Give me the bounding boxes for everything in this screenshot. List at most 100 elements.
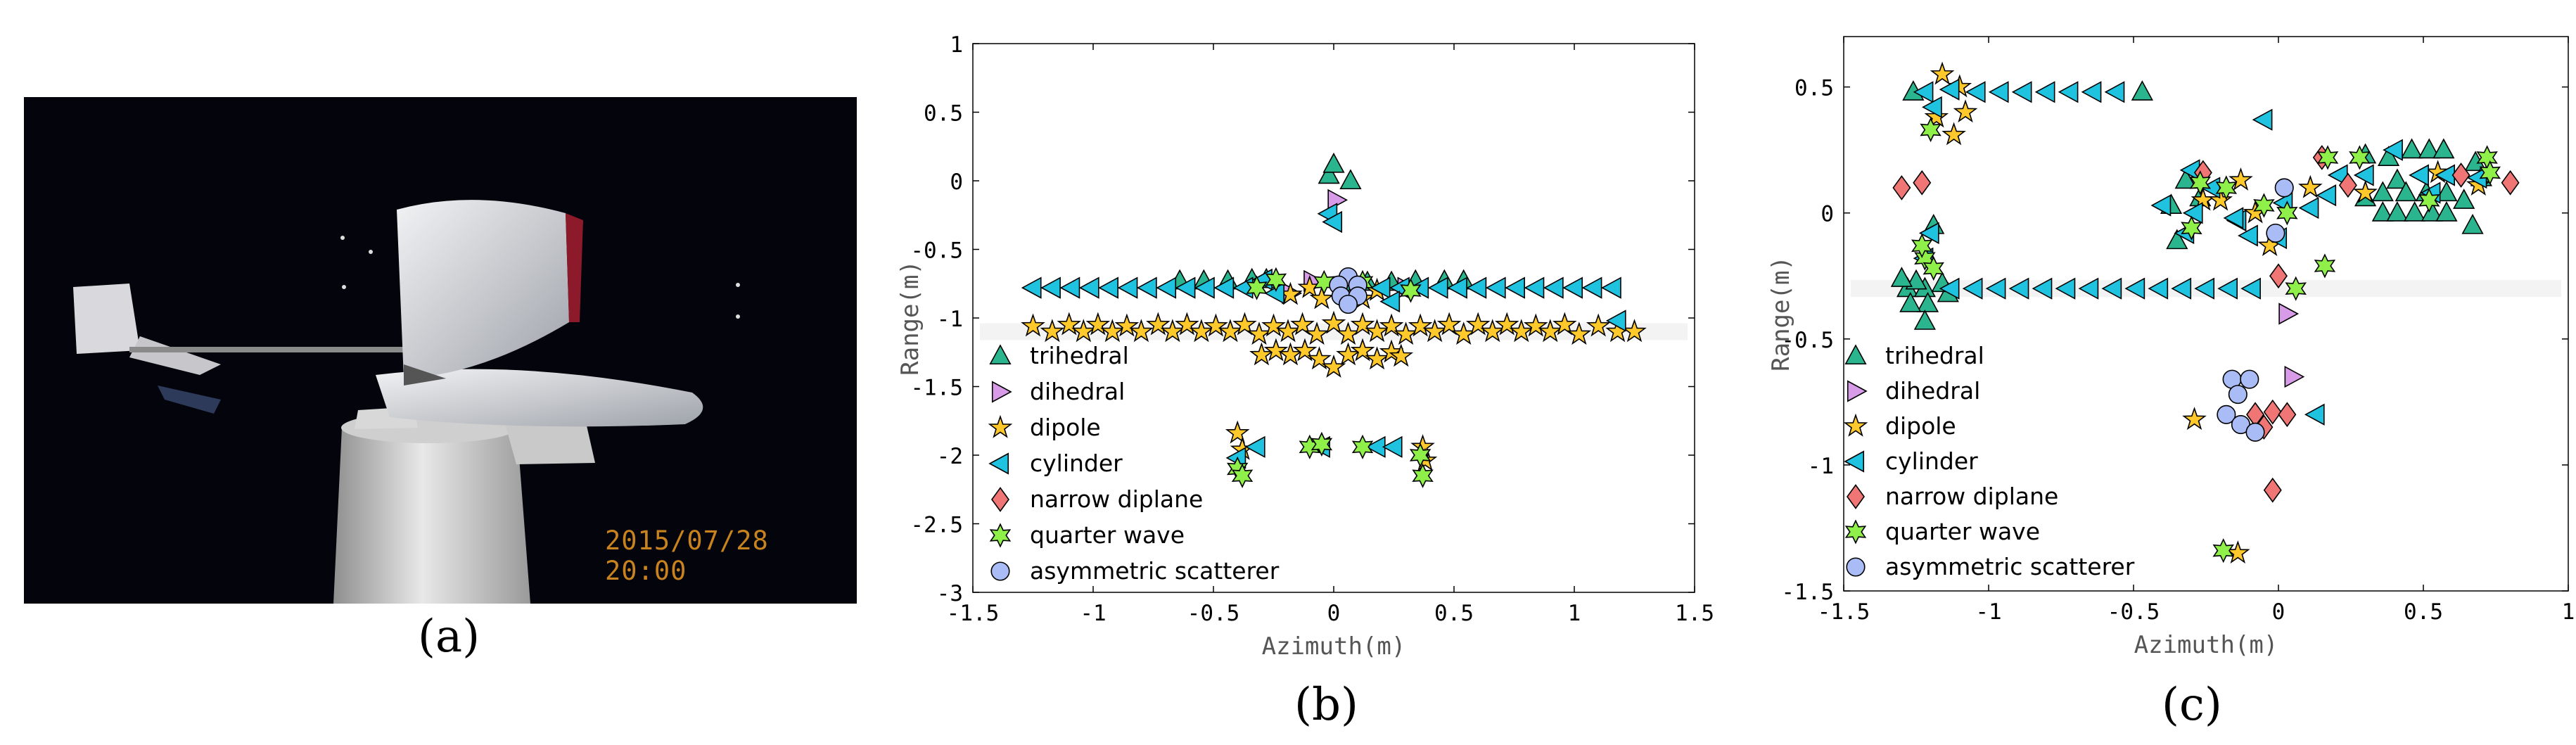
data-point-asymmetric-scatterer	[2240, 369, 2259, 389]
y-tick-label: 0.5	[924, 101, 963, 127]
data-point-cylinder	[1244, 435, 1265, 458]
data-point-trihedral	[2453, 189, 2475, 209]
data-point-cylinder	[2078, 277, 2099, 300]
y-axis-label: Range(m)	[1767, 256, 1795, 371]
data-point-trihedral	[2418, 138, 2440, 159]
data-point-dipole	[2353, 179, 2378, 203]
data-point-cylinder	[2081, 81, 2102, 103]
data-point-cylinder	[2238, 224, 2258, 247]
legend-label-trihedral: trihedral	[1030, 342, 1129, 369]
data-point-dipole	[1465, 312, 1491, 336]
data-point-dipole	[1232, 312, 1257, 336]
data-point-asymmetric-scatterer	[2245, 422, 2265, 442]
data-point-dipole	[1350, 338, 1375, 362]
legend-marker-dihedral	[991, 381, 1012, 403]
data-point-dipole	[1365, 319, 1389, 343]
data-point-cylinder	[2008, 277, 2029, 300]
data-point-cylinder	[1322, 210, 1343, 234]
data-point-trihedral	[1890, 267, 1913, 287]
data-point-cylinder	[2223, 207, 2244, 229]
data-point-cylinder	[1922, 96, 1942, 118]
data-point-narrow-diplane	[2263, 477, 2282, 503]
data-point-dihedral	[2278, 303, 2300, 325]
x-tick-label: 1.5	[1675, 601, 1714, 626]
y-tick-label: -3	[937, 581, 963, 606]
data-point-quarter-wave	[2215, 175, 2238, 200]
legend-label-dihedral: dihedral	[1030, 378, 1125, 405]
x-tick-label: -1	[1080, 601, 1106, 626]
data-point-cylinder	[1605, 310, 1626, 332]
data-point-trihedral	[2386, 201, 2409, 222]
data-point-quarter-wave	[1911, 233, 1933, 258]
legend-label-trihedral: trihedral	[1885, 342, 1984, 369]
data-point-dipole	[1622, 319, 1647, 343]
data-point-cylinder	[1379, 291, 1401, 313]
legend-marker-quarter-wave	[1844, 519, 1867, 545]
data-point-trihedral	[2404, 201, 2426, 222]
data-point-asymmetric-scatterer	[2274, 178, 2294, 198]
fuselage	[376, 369, 703, 427]
data-point-cylinder	[2124, 277, 2145, 300]
data-point-narrow-diplane	[2338, 172, 2357, 198]
data-point-dipole	[1941, 122, 1966, 146]
data-point-dipole	[1586, 313, 1611, 337]
data-point-dipole	[1567, 321, 1592, 345]
legend-marker-quarter-wave	[989, 523, 1012, 548]
data-point-cylinder	[1962, 277, 1983, 300]
data-point-trihedral	[2377, 146, 2400, 166]
data-point-dipole	[1336, 321, 1360, 345]
data-point-cylinder	[2240, 277, 2261, 300]
data-point-quarter-wave	[1351, 434, 1374, 459]
main-wing	[397, 200, 569, 378]
data-point-dipole	[1175, 312, 1199, 336]
x-tick-label: 1	[2562, 599, 2575, 625]
data-point-dipole	[1389, 343, 1414, 367]
data-point-narrow-diplane	[2451, 163, 2470, 188]
data-point-cylinder	[2011, 81, 2032, 103]
data-point-trihedral	[2435, 201, 2458, 222]
legend-label-narrow-diplane: narrow diplane	[1030, 485, 1203, 513]
data-point-trihedral	[1899, 291, 1922, 312]
y-tick-label: -1	[1808, 454, 1834, 479]
data-point-narrow-diplane	[1913, 170, 1932, 196]
x-axis-label: Azimuth(m)	[2134, 631, 2278, 659]
data-point-dipole	[1394, 321, 1418, 345]
data-point-dipole	[1321, 310, 1346, 334]
y-tick-label: -1.5	[910, 376, 963, 401]
data-point-quarter-wave	[1400, 278, 1422, 303]
data-point-quarter-wave	[1920, 117, 1941, 143]
data-point-dipole	[1924, 104, 1949, 128]
data-point-quarter-wave	[2285, 276, 2307, 301]
data-point-dipole	[1309, 286, 1334, 310]
data-point-dipole	[1189, 319, 1214, 343]
uav-photo: 2015/07/28 20:00	[24, 97, 857, 604]
data-point-dipole	[1538, 319, 1563, 343]
data-point-quarter-wave	[2316, 145, 2339, 170]
data-point-dipole	[1085, 312, 1111, 336]
data-point-dipole	[1246, 321, 1272, 345]
data-point-cylinder	[2032, 277, 2053, 300]
data-point-dipole	[1146, 312, 1171, 336]
data-point-trihedral	[2131, 80, 2153, 101]
data-point-cylinder	[2409, 164, 2429, 186]
data-point-dipole	[1249, 342, 1274, 366]
data-point-quarter-wave	[2212, 538, 2234, 563]
data-point-cylinder	[2316, 184, 2337, 207]
data-point-dipole	[1494, 312, 1519, 336]
data-point-cylinder	[1939, 277, 1960, 300]
data-point-quarter-wave	[2479, 160, 2501, 186]
legend-marker-dipole	[1843, 413, 1868, 437]
data-point-asymmetric-scatterer	[1338, 294, 1358, 314]
data-point-dipole	[1552, 312, 1577, 336]
scatter-chart-c: -1.5 -1 -0.5 0 0.5 1 -1.5 -1 -0.5 0 0.5 Azimuth(m) R…	[1767, 36, 2575, 659]
data-point-cylinder	[1985, 277, 2006, 300]
data-point-dipole	[1336, 342, 1360, 366]
data-point-dipole	[1930, 61, 1955, 85]
x-tick-label: -1.5	[1818, 599, 1870, 625]
legend-label-dihedral: dihedral	[1885, 377, 1980, 405]
data-point-cylinder	[2104, 81, 2125, 103]
panel-label-c: (c)	[2162, 679, 2222, 731]
y-axis-label: Range(m)	[896, 260, 924, 376]
data-point-cylinder	[2055, 277, 2076, 300]
y-tick-label: 0.5	[1794, 76, 1834, 101]
